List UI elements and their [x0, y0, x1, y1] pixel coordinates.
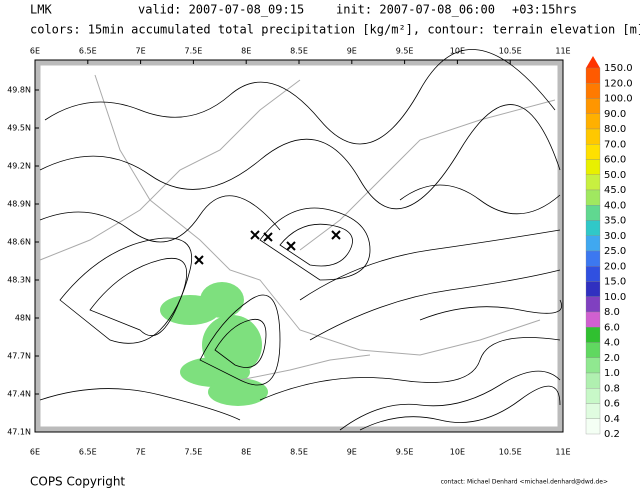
- colorbar-label: 1.0: [604, 368, 620, 379]
- x-tick-label: 9.5E: [396, 448, 414, 457]
- borders: [39, 74, 556, 381]
- x-tick-label: 8.5E: [290, 47, 308, 56]
- colorbar-label: 35.0: [604, 216, 626, 227]
- precipitation: [160, 282, 268, 406]
- colorbar-label: 20.0: [604, 261, 626, 272]
- colorbar-cell: [585, 250, 601, 267]
- colorbar-label: 0.2: [604, 429, 620, 440]
- colorbar-label: 10.0: [604, 292, 626, 303]
- colorbar-label: 15.0: [604, 277, 626, 288]
- colorbar-cell: [585, 296, 601, 313]
- station-markers: [194, 230, 341, 265]
- x-tick-label: 8E: [241, 448, 251, 457]
- x-tick-label: 6E: [30, 47, 40, 56]
- colorbar-label: 0.6: [604, 399, 620, 410]
- colorbar-label: 4.0: [604, 338, 620, 349]
- legend-line: colors: 15min accumulated total precipit…: [30, 23, 640, 37]
- colorbar-cell: [585, 357, 601, 374]
- colorbar-cell: [585, 372, 601, 389]
- x-tick-label: 9E: [347, 47, 357, 56]
- colorbar-cell: [585, 311, 601, 328]
- colorbar-cell: [585, 174, 601, 191]
- map-frame: [34, 59, 564, 433]
- colorbar-label: 70.0: [604, 139, 626, 150]
- colorbar-cell: [585, 281, 601, 297]
- colorbar-label: 60.0: [604, 155, 626, 166]
- colorbar-label: 100.0: [604, 94, 633, 105]
- x-tick-label: 10.5E: [499, 47, 522, 56]
- y-tick-label: 48N: [15, 314, 31, 323]
- colorbar-label: 0.8: [604, 383, 620, 394]
- colorbar-label: 6.0: [604, 322, 620, 333]
- y-tick-label: 48.9N: [7, 200, 31, 209]
- colorbar-label: 150.0: [604, 63, 633, 74]
- terrain-contours: [39, 49, 562, 431]
- x-tick-label: 7.5E: [185, 448, 203, 457]
- x-tick-label: 7E: [136, 448, 146, 457]
- x-tick-label: 6E: [30, 448, 40, 457]
- colorbar-label: 120.0: [604, 78, 633, 89]
- init-time: init: 2007-07-08_06:00: [336, 3, 495, 17]
- x-tick-label: 9E: [347, 448, 357, 457]
- y-tick-label: 47.4N: [7, 390, 31, 399]
- contact: contact: Michael Denhard <michael.denhar…: [441, 479, 608, 486]
- x-tick-label: 7.5E: [185, 47, 203, 56]
- colorbar-label: 30.0: [604, 231, 626, 242]
- x-tick-label: 6.5E: [79, 47, 97, 56]
- x-tick-label: 10E: [450, 47, 465, 56]
- colorbar-cell: [585, 235, 601, 252]
- x-tick-label: 7E: [136, 47, 146, 56]
- model: LMK: [30, 3, 52, 17]
- x-tick-label: 9.5E: [396, 47, 414, 56]
- colorbar-cell: [585, 83, 601, 99]
- colorbar-cell: [585, 189, 601, 206]
- x-tick-label: 10.5E: [499, 448, 522, 457]
- colorbar-cell: [585, 418, 601, 435]
- colorbar-label: 25.0: [604, 246, 626, 257]
- y-tick-label: 49.5N: [7, 124, 31, 133]
- y-tick-label: 49.8N: [7, 86, 31, 95]
- colorbar-label: 80.0: [604, 124, 626, 135]
- y-tick-label: 49.2N: [7, 162, 31, 171]
- colorbar-label: 90.0: [604, 109, 626, 120]
- valid-time: valid: 2007-07-08_09:15: [138, 3, 304, 17]
- colorbar-label: 0.4: [604, 414, 620, 425]
- colorbar-cell: [585, 205, 601, 221]
- colorbar-cell: [585, 98, 601, 114]
- colorbar-label: 40.0: [604, 200, 626, 211]
- colorbar-arrow: [586, 56, 600, 68]
- colorbar-cell: [585, 403, 601, 419]
- colorbar-cell: [585, 220, 601, 236]
- colorbar-label: 2.0: [604, 353, 620, 364]
- colorbar-cell: [585, 144, 601, 160]
- lead-time: +03:15hrs: [512, 3, 577, 17]
- colorbar-cell: [585, 266, 601, 282]
- map: [34, 49, 564, 433]
- colorbar-cell: [585, 113, 601, 130]
- colorbar-cell: [585, 388, 601, 404]
- y-tick-label: 48.3N: [7, 276, 31, 285]
- colorbar-cell: [585, 327, 601, 343]
- x-tick-label: 8E: [241, 47, 251, 56]
- y-tick-label: 48.6N: [7, 238, 31, 247]
- x-tick-label: 11E: [555, 448, 570, 457]
- colorbar-label: 50.0: [604, 170, 626, 181]
- x-tick-label: 11E: [555, 47, 570, 56]
- colorbar-label: 45.0: [604, 185, 626, 196]
- x-tick-label: 6.5E: [79, 448, 97, 457]
- y-tick-label: 47.7N: [7, 352, 31, 361]
- x-tick-label: 10E: [450, 448, 465, 457]
- colorbar-label: 8.0: [604, 307, 620, 318]
- copyright: COPS Copyright: [30, 475, 125, 489]
- y-tick-label: 47.1N: [7, 428, 31, 437]
- colorbar-cell: [585, 159, 601, 175]
- x-tick-label: 8.5E: [290, 448, 308, 457]
- colorbar-cell: [585, 67, 601, 84]
- colorbar-cell: [585, 342, 601, 358]
- colorbar-cell: [585, 128, 601, 145]
